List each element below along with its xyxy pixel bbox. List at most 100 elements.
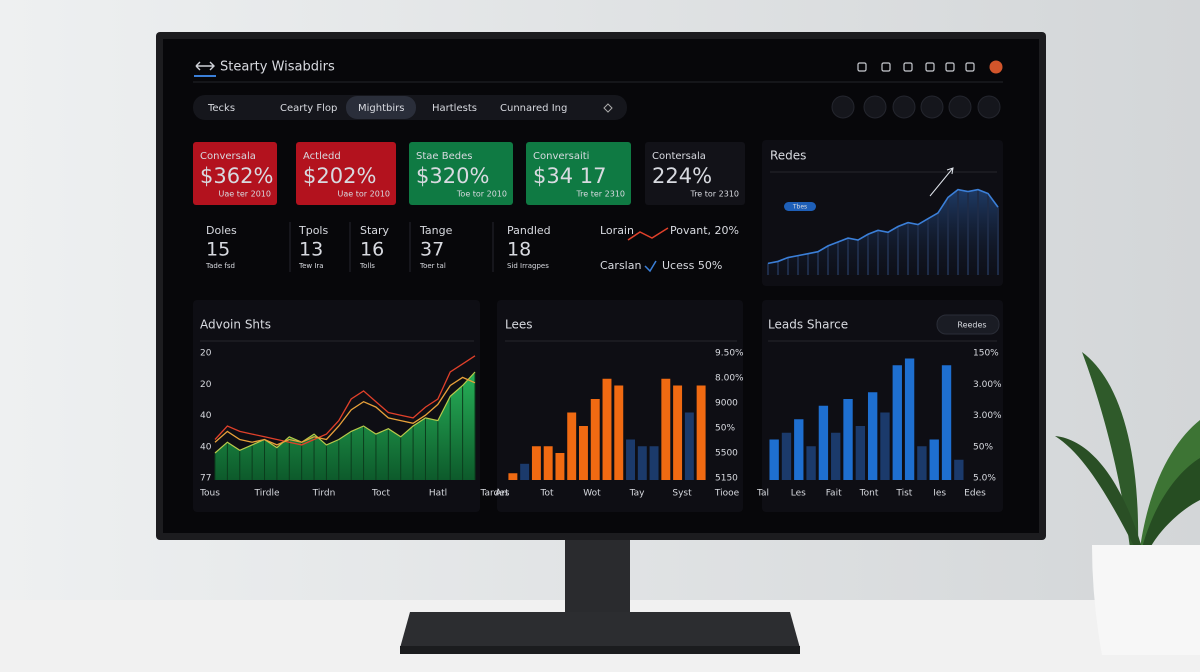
- legend-line: [627, 227, 669, 241]
- monitor-base: [400, 612, 800, 648]
- kpi-label: Contersala: [652, 151, 706, 162]
- tab[interactable]: Hartlests: [432, 103, 477, 114]
- icon-button[interactable]: [920, 95, 944, 119]
- area-edge: [214, 371, 476, 454]
- selected-tab: [346, 96, 416, 119]
- x-axis-label: Tirdn: [312, 489, 336, 499]
- x-axis-label: Tardes: [479, 489, 509, 499]
- bar: [769, 439, 779, 480]
- kpi-value: $362%: [200, 164, 273, 188]
- kpi-card: [296, 142, 396, 205]
- bar: [781, 432, 792, 480]
- kpi-card: [526, 142, 631, 205]
- icon-button[interactable]: [831, 95, 855, 119]
- x-axis-label: Tont: [859, 489, 879, 499]
- icon-button[interactable]: [892, 95, 916, 119]
- toolbar-icon[interactable]: [903, 62, 913, 72]
- toolbar-icon[interactable]: [945, 62, 955, 72]
- dropdown-icon[interactable]: [603, 103, 613, 113]
- x-axis-label: Tay: [629, 489, 646, 499]
- bar: [929, 439, 939, 480]
- bar: [567, 412, 577, 480]
- icon-button[interactable]: [977, 95, 1001, 119]
- bar: [855, 426, 866, 480]
- stat-note: Tade fsd: [205, 262, 235, 270]
- x-axis-label: Fait: [826, 489, 842, 499]
- x-axis-label: Ies: [933, 489, 946, 499]
- legend-check: [644, 260, 657, 273]
- stat-note: Tolls: [359, 262, 375, 270]
- filter-button[interactable]: [936, 314, 1000, 335]
- stat-value: 18: [507, 239, 531, 261]
- y-axis-label: 77: [200, 474, 211, 484]
- tag-pill: [784, 202, 816, 211]
- y-axis-label: 3.00%: [973, 411, 1002, 421]
- x-axis-label: Tirdle: [253, 489, 279, 499]
- leaf: [1082, 352, 1139, 548]
- x-axis-label: Tous: [199, 489, 220, 499]
- toolbar-icon[interactable]: [857, 62, 867, 72]
- toolbar-icon[interactable]: [925, 62, 935, 72]
- panel-title: Advoin Shts: [200, 318, 271, 332]
- legend-text: Ucess 50%: [662, 259, 722, 272]
- bar: [831, 432, 841, 480]
- bar: [649, 446, 659, 480]
- toolbar-icon[interactable]: [965, 62, 975, 72]
- stat-note: Sid Irragpes: [507, 262, 549, 270]
- x-axis-label: Art: [495, 489, 509, 499]
- icon-button[interactable]: [948, 95, 972, 119]
- y-axis-label: 5.0%: [973, 474, 996, 484]
- dashboard-title: Stearty Wisabdirs: [220, 60, 335, 75]
- x-axis-label: Tot: [539, 489, 553, 499]
- leaf: [1055, 436, 1142, 548]
- x-axis-label: Tal: [756, 489, 769, 499]
- stat-value: 15: [206, 239, 230, 261]
- y-axis-label: 40: [200, 411, 212, 421]
- monitor-neck: [565, 535, 630, 615]
- stat-value: 16: [360, 239, 384, 261]
- y-axis-label: 5500: [715, 449, 738, 459]
- active-underline: [194, 75, 216, 77]
- bar: [673, 385, 683, 480]
- tab[interactable]: Mightbirs: [358, 103, 404, 114]
- legend-name: Lorain: [600, 224, 634, 237]
- bar: [684, 412, 694, 480]
- bar: [843, 399, 853, 480]
- icon-button[interactable]: [863, 95, 887, 119]
- kpi-value: $320%: [416, 164, 489, 188]
- stat-label: Pandled: [507, 224, 551, 237]
- kpi-note: Uae ter 2010: [219, 190, 271, 199]
- x-axis-label: Tiooe: [714, 489, 740, 499]
- bar: [917, 446, 927, 480]
- x-axis-label: Edes: [964, 489, 986, 499]
- y-axis-label: 8.00%: [715, 374, 744, 384]
- kpi-card: [645, 142, 745, 205]
- stat-label: Tpols: [298, 224, 328, 237]
- panel-title: Redes: [770, 149, 806, 163]
- tab[interactable]: Cearty Flop: [280, 103, 337, 114]
- kpi-note: Tre tor 2310: [689, 190, 739, 199]
- panel-title: Leads Sharce: [768, 318, 848, 332]
- stat-label: Doles: [206, 224, 237, 237]
- bar: [508, 473, 518, 480]
- bar: [602, 378, 612, 480]
- area: [768, 189, 998, 275]
- bar: [954, 459, 964, 480]
- monitor-base-edge: [400, 646, 800, 654]
- plant: [1055, 352, 1200, 655]
- bar: [543, 446, 553, 480]
- avatar[interactable]: [989, 60, 1003, 74]
- legend-text: Povant, 20%: [670, 224, 739, 237]
- filter-button-label[interactable]: Reedes: [957, 321, 986, 330]
- bar: [520, 463, 530, 480]
- toolbar-icon[interactable]: [881, 62, 891, 72]
- tab[interactable]: Tecks: [207, 103, 235, 114]
- bar: [661, 378, 671, 480]
- y-axis-label: 9.50%: [715, 349, 744, 359]
- y-axis-label: 20: [200, 380, 212, 390]
- tab[interactable]: Cunnared Ing: [500, 103, 567, 114]
- tag: Tbes: [792, 204, 807, 211]
- back-icon[interactable]: [195, 61, 215, 71]
